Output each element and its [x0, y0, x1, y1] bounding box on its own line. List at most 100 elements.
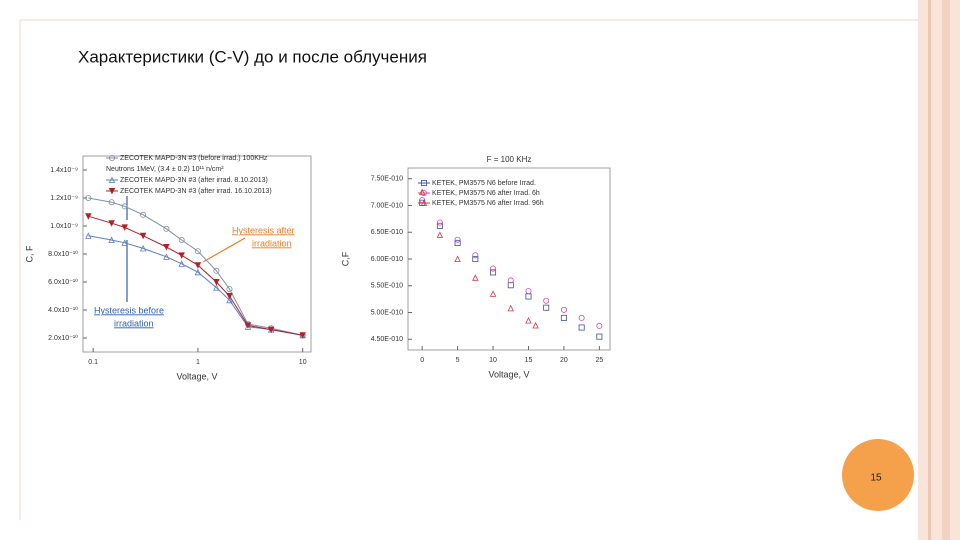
marker — [489, 290, 497, 297]
marker — [454, 239, 461, 246]
legend-marker — [109, 154, 116, 161]
legend-label: KETEK, PM3575 N6 after Irrad. 96h — [432, 200, 544, 207]
y-axis-label: C,F — [340, 251, 350, 266]
marker — [194, 268, 202, 276]
legend-marker — [420, 179, 427, 186]
legend-marker — [420, 189, 427, 196]
x-axis-label: Voltage, V — [176, 371, 217, 381]
legend-label: ZECOTEK MAPD-3N #3 (after irrad. 16.10.2… — [120, 188, 272, 195]
marker — [299, 332, 306, 339]
marker — [194, 248, 201, 255]
marker — [543, 304, 550, 311]
y-tick-label: 8.0x10⁻¹⁰ — [48, 250, 78, 258]
marker — [454, 255, 461, 263]
annotation-arrow — [202, 237, 246, 263]
y-tick-label: 1.0x10⁻⁹ — [50, 223, 78, 230]
marker — [178, 260, 185, 267]
series-line — [88, 215, 303, 336]
slide-title: Характеристики (C-V) до и после облучени… — [78, 47, 427, 66]
marker — [121, 239, 128, 246]
annotation: irradiation — [252, 238, 292, 248]
annotation: Hysteresis before — [94, 305, 164, 315]
marker — [436, 222, 443, 229]
marker — [596, 333, 603, 340]
marker — [226, 285, 233, 292]
marker — [543, 297, 550, 304]
marker — [85, 232, 92, 239]
marker — [213, 267, 220, 274]
marker — [560, 314, 567, 321]
marker — [178, 236, 185, 243]
x-tick-label: 25 — [595, 357, 603, 364]
marker — [226, 296, 233, 304]
legend-marker — [108, 176, 116, 184]
marker — [525, 317, 532, 324]
x-tick-label: 20 — [560, 357, 568, 364]
marker — [267, 326, 275, 334]
y-tick-label: 5.00E-010 — [371, 309, 403, 316]
marker — [140, 211, 147, 218]
marker — [194, 262, 202, 269]
marker — [108, 199, 115, 206]
chart-title: F = 100 KHz — [487, 155, 532, 164]
legend-marker — [108, 187, 116, 195]
side-band — [918, 0, 960, 540]
y-tick-label: 4.50E-010 — [371, 336, 403, 343]
y-tick-label: 7.00E-010 — [371, 202, 403, 209]
x-tick-label: 1 — [196, 359, 200, 366]
marker — [139, 232, 147, 240]
marker — [596, 322, 603, 329]
marker — [163, 253, 170, 260]
x-tick-label: 0 — [420, 357, 424, 364]
page-badge — [842, 439, 914, 511]
y-tick-label: 1.2x10⁻⁹ — [50, 195, 78, 202]
x-tick-label: 10 — [299, 359, 307, 366]
legend-label: ZECOTEK MAPD-3N #3 (before irrad.) 100KH… — [120, 155, 268, 162]
marker — [472, 252, 479, 259]
marker — [85, 213, 92, 220]
y-tick-label: 5.50E-010 — [371, 283, 403, 290]
side-stripe — [942, 0, 950, 540]
marker — [472, 255, 479, 262]
marker — [560, 306, 567, 313]
marker — [108, 236, 115, 244]
marker — [490, 265, 497, 272]
y-tick-label: 6.50E-010 — [371, 229, 403, 236]
marker — [163, 243, 170, 251]
marker — [578, 324, 585, 331]
marker — [121, 203, 128, 210]
series-line — [88, 235, 303, 336]
marker — [472, 274, 479, 281]
y-tick-label: 4.0x10⁻¹⁰ — [48, 306, 78, 314]
marker — [532, 321, 539, 329]
x-tick-label: 0.1 — [88, 359, 98, 366]
x-tick-label: 10 — [489, 357, 497, 364]
marker — [244, 323, 252, 330]
y-tick-label: 7.50E-010 — [371, 176, 403, 183]
y-tick-label: 6.00E-010 — [371, 256, 403, 263]
marker — [507, 277, 514, 284]
marker — [454, 236, 461, 243]
marker — [418, 188, 426, 196]
marker — [525, 288, 532, 295]
annotation: Hysteresis after — [232, 225, 295, 235]
side-stripe — [928, 0, 931, 540]
marker — [85, 194, 92, 201]
marker — [578, 314, 585, 321]
legend-marker — [420, 199, 428, 207]
marker — [121, 224, 128, 231]
legend-label: KETEK, PM3575 N6 before Irrad. — [432, 180, 536, 187]
y-axis-label: C, F — [24, 245, 34, 263]
legend-label: ZECOTEK MAPD-3N #3 (after irrad. 8.10.20… — [120, 177, 268, 184]
y-tick-label: 2.0x10⁻¹⁰ — [48, 334, 78, 342]
y-tick-label: 6.0x10⁻¹⁰ — [48, 278, 78, 286]
marker — [213, 278, 220, 286]
legend-note: Neutrons 1MeV, (3.4 ± 0.2) 10¹¹ n/cm² — [106, 166, 224, 173]
y-tick-label: 1.4x10⁻⁹ — [50, 167, 78, 174]
x-tick-label: 15 — [525, 357, 533, 364]
page-number: 15 — [870, 473, 882, 484]
marker — [490, 269, 497, 276]
marker — [436, 219, 443, 226]
